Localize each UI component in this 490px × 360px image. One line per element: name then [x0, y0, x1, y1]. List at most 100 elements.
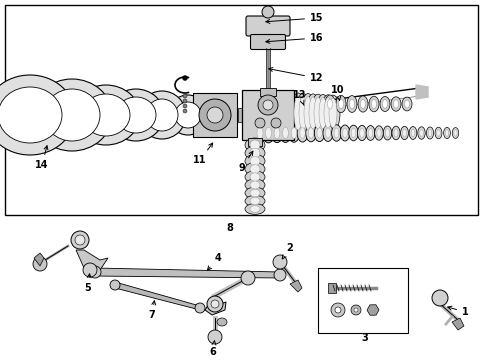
Text: 11: 11: [193, 143, 213, 165]
Text: 8: 8: [226, 223, 233, 233]
Bar: [318, 268, 408, 333]
Circle shape: [273, 255, 287, 269]
Ellipse shape: [357, 125, 367, 141]
Ellipse shape: [308, 128, 314, 138]
Ellipse shape: [250, 197, 260, 204]
Ellipse shape: [360, 129, 364, 138]
Ellipse shape: [245, 187, 265, 199]
Ellipse shape: [250, 156, 260, 166]
Ellipse shape: [380, 96, 390, 112]
Ellipse shape: [299, 96, 307, 130]
Ellipse shape: [391, 97, 401, 111]
Ellipse shape: [325, 95, 335, 113]
Ellipse shape: [306, 124, 316, 142]
Ellipse shape: [175, 102, 201, 128]
Ellipse shape: [351, 128, 356, 138]
Text: 13: 13: [293, 90, 307, 105]
Circle shape: [262, 6, 274, 18]
Text: 10: 10: [331, 85, 345, 101]
Ellipse shape: [400, 126, 409, 140]
Ellipse shape: [300, 127, 305, 138]
Bar: [193, 93, 237, 137]
Ellipse shape: [291, 127, 297, 139]
Ellipse shape: [250, 148, 260, 158]
Bar: [248, 138, 262, 146]
Ellipse shape: [411, 129, 415, 137]
Ellipse shape: [327, 99, 333, 109]
Ellipse shape: [445, 130, 449, 136]
Circle shape: [207, 296, 223, 312]
Ellipse shape: [405, 100, 410, 108]
Ellipse shape: [428, 129, 432, 136]
Ellipse shape: [309, 97, 317, 129]
Ellipse shape: [296, 93, 310, 133]
Ellipse shape: [32, 79, 112, 151]
Ellipse shape: [419, 129, 423, 137]
Circle shape: [255, 118, 265, 128]
Circle shape: [258, 95, 278, 115]
Ellipse shape: [409, 127, 417, 139]
Text: 1: 1: [448, 306, 469, 317]
Polygon shape: [76, 250, 108, 270]
Ellipse shape: [361, 99, 366, 109]
Ellipse shape: [435, 127, 442, 139]
Ellipse shape: [426, 127, 434, 139]
Bar: [5, 5, 478, 215]
Ellipse shape: [297, 124, 308, 142]
Ellipse shape: [257, 127, 263, 139]
Bar: [328, 283, 336, 293]
Ellipse shape: [250, 165, 260, 174]
Ellipse shape: [306, 94, 320, 132]
Ellipse shape: [402, 129, 407, 137]
Ellipse shape: [366, 126, 375, 140]
Circle shape: [335, 307, 341, 313]
Ellipse shape: [195, 303, 205, 313]
Polygon shape: [115, 282, 200, 310]
Ellipse shape: [241, 271, 255, 285]
Ellipse shape: [324, 98, 332, 128]
Circle shape: [354, 308, 358, 312]
Circle shape: [199, 99, 231, 131]
Ellipse shape: [332, 125, 342, 141]
Ellipse shape: [343, 128, 347, 138]
Ellipse shape: [314, 97, 322, 129]
Ellipse shape: [316, 94, 330, 131]
Ellipse shape: [280, 123, 291, 143]
Ellipse shape: [394, 129, 398, 137]
Circle shape: [71, 231, 89, 249]
Bar: [238, 108, 242, 122]
Circle shape: [75, 235, 85, 245]
Ellipse shape: [294, 96, 302, 130]
Ellipse shape: [304, 96, 312, 129]
Ellipse shape: [250, 189, 260, 197]
Ellipse shape: [250, 206, 260, 212]
Ellipse shape: [266, 127, 271, 139]
Ellipse shape: [254, 123, 266, 143]
Text: 7: 7: [148, 301, 156, 320]
Ellipse shape: [386, 129, 390, 137]
Ellipse shape: [0, 87, 62, 143]
Ellipse shape: [72, 85, 140, 145]
Ellipse shape: [311, 94, 325, 132]
Ellipse shape: [317, 128, 322, 138]
Circle shape: [351, 305, 361, 315]
Ellipse shape: [245, 179, 265, 191]
Text: 6: 6: [210, 341, 217, 357]
Ellipse shape: [349, 99, 354, 109]
Ellipse shape: [89, 266, 101, 278]
Ellipse shape: [291, 93, 305, 133]
Ellipse shape: [217, 318, 227, 326]
Ellipse shape: [336, 95, 346, 113]
Polygon shape: [205, 302, 226, 315]
Text: 9: 9: [239, 151, 253, 173]
Ellipse shape: [108, 89, 164, 141]
Ellipse shape: [110, 280, 120, 290]
Ellipse shape: [347, 96, 357, 112]
Ellipse shape: [271, 123, 283, 143]
Ellipse shape: [250, 140, 260, 150]
Circle shape: [263, 100, 273, 110]
Ellipse shape: [319, 98, 327, 129]
Text: 5: 5: [85, 274, 91, 293]
Ellipse shape: [168, 95, 208, 135]
Circle shape: [182, 76, 188, 81]
